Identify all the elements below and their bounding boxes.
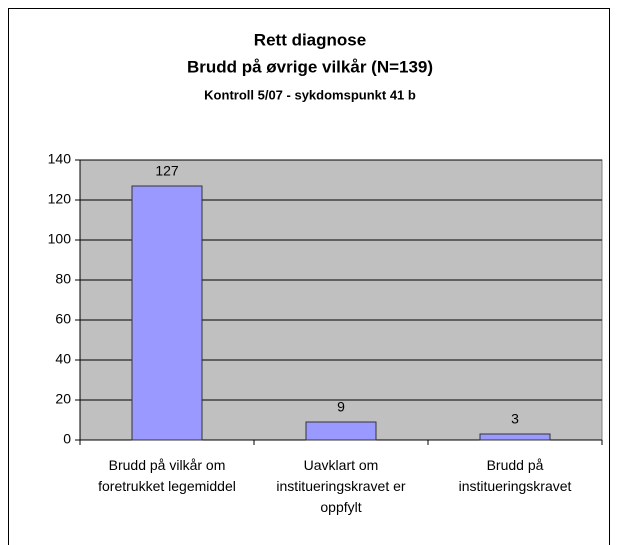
y-tick-label: 100 [48,231,72,247]
y-tick-label: 60 [55,311,71,327]
y-tick-label: 120 [48,191,72,207]
x-tick-label: Brudd på institueringskravet [458,457,572,494]
chart-caption: Kontroll 5/07 - sykdomspunkt 41 b [204,87,416,102]
y-tick-label: 0 [63,431,71,447]
y-tick-label: 20 [55,391,71,407]
bar [131,185,203,441]
x-tick-label: Uavklart om institueringskravet er oppfy… [276,457,406,515]
y-tick-label: 40 [55,351,71,367]
bar [305,421,377,441]
x-tick-label: Brudd på vilkår om foretrukket legemidde… [98,457,236,494]
chart-title: Rett diagnose [254,30,366,49]
value-label: 127 [155,163,179,179]
value-label: 3 [511,411,519,427]
value-label: 9 [337,399,345,415]
chart-subtitle: Brudd på øvrige vilkår (N=139) [187,57,433,76]
y-tick-label: 80 [55,271,71,287]
bar [479,433,551,441]
y-tick-label: 140 [48,151,72,167]
